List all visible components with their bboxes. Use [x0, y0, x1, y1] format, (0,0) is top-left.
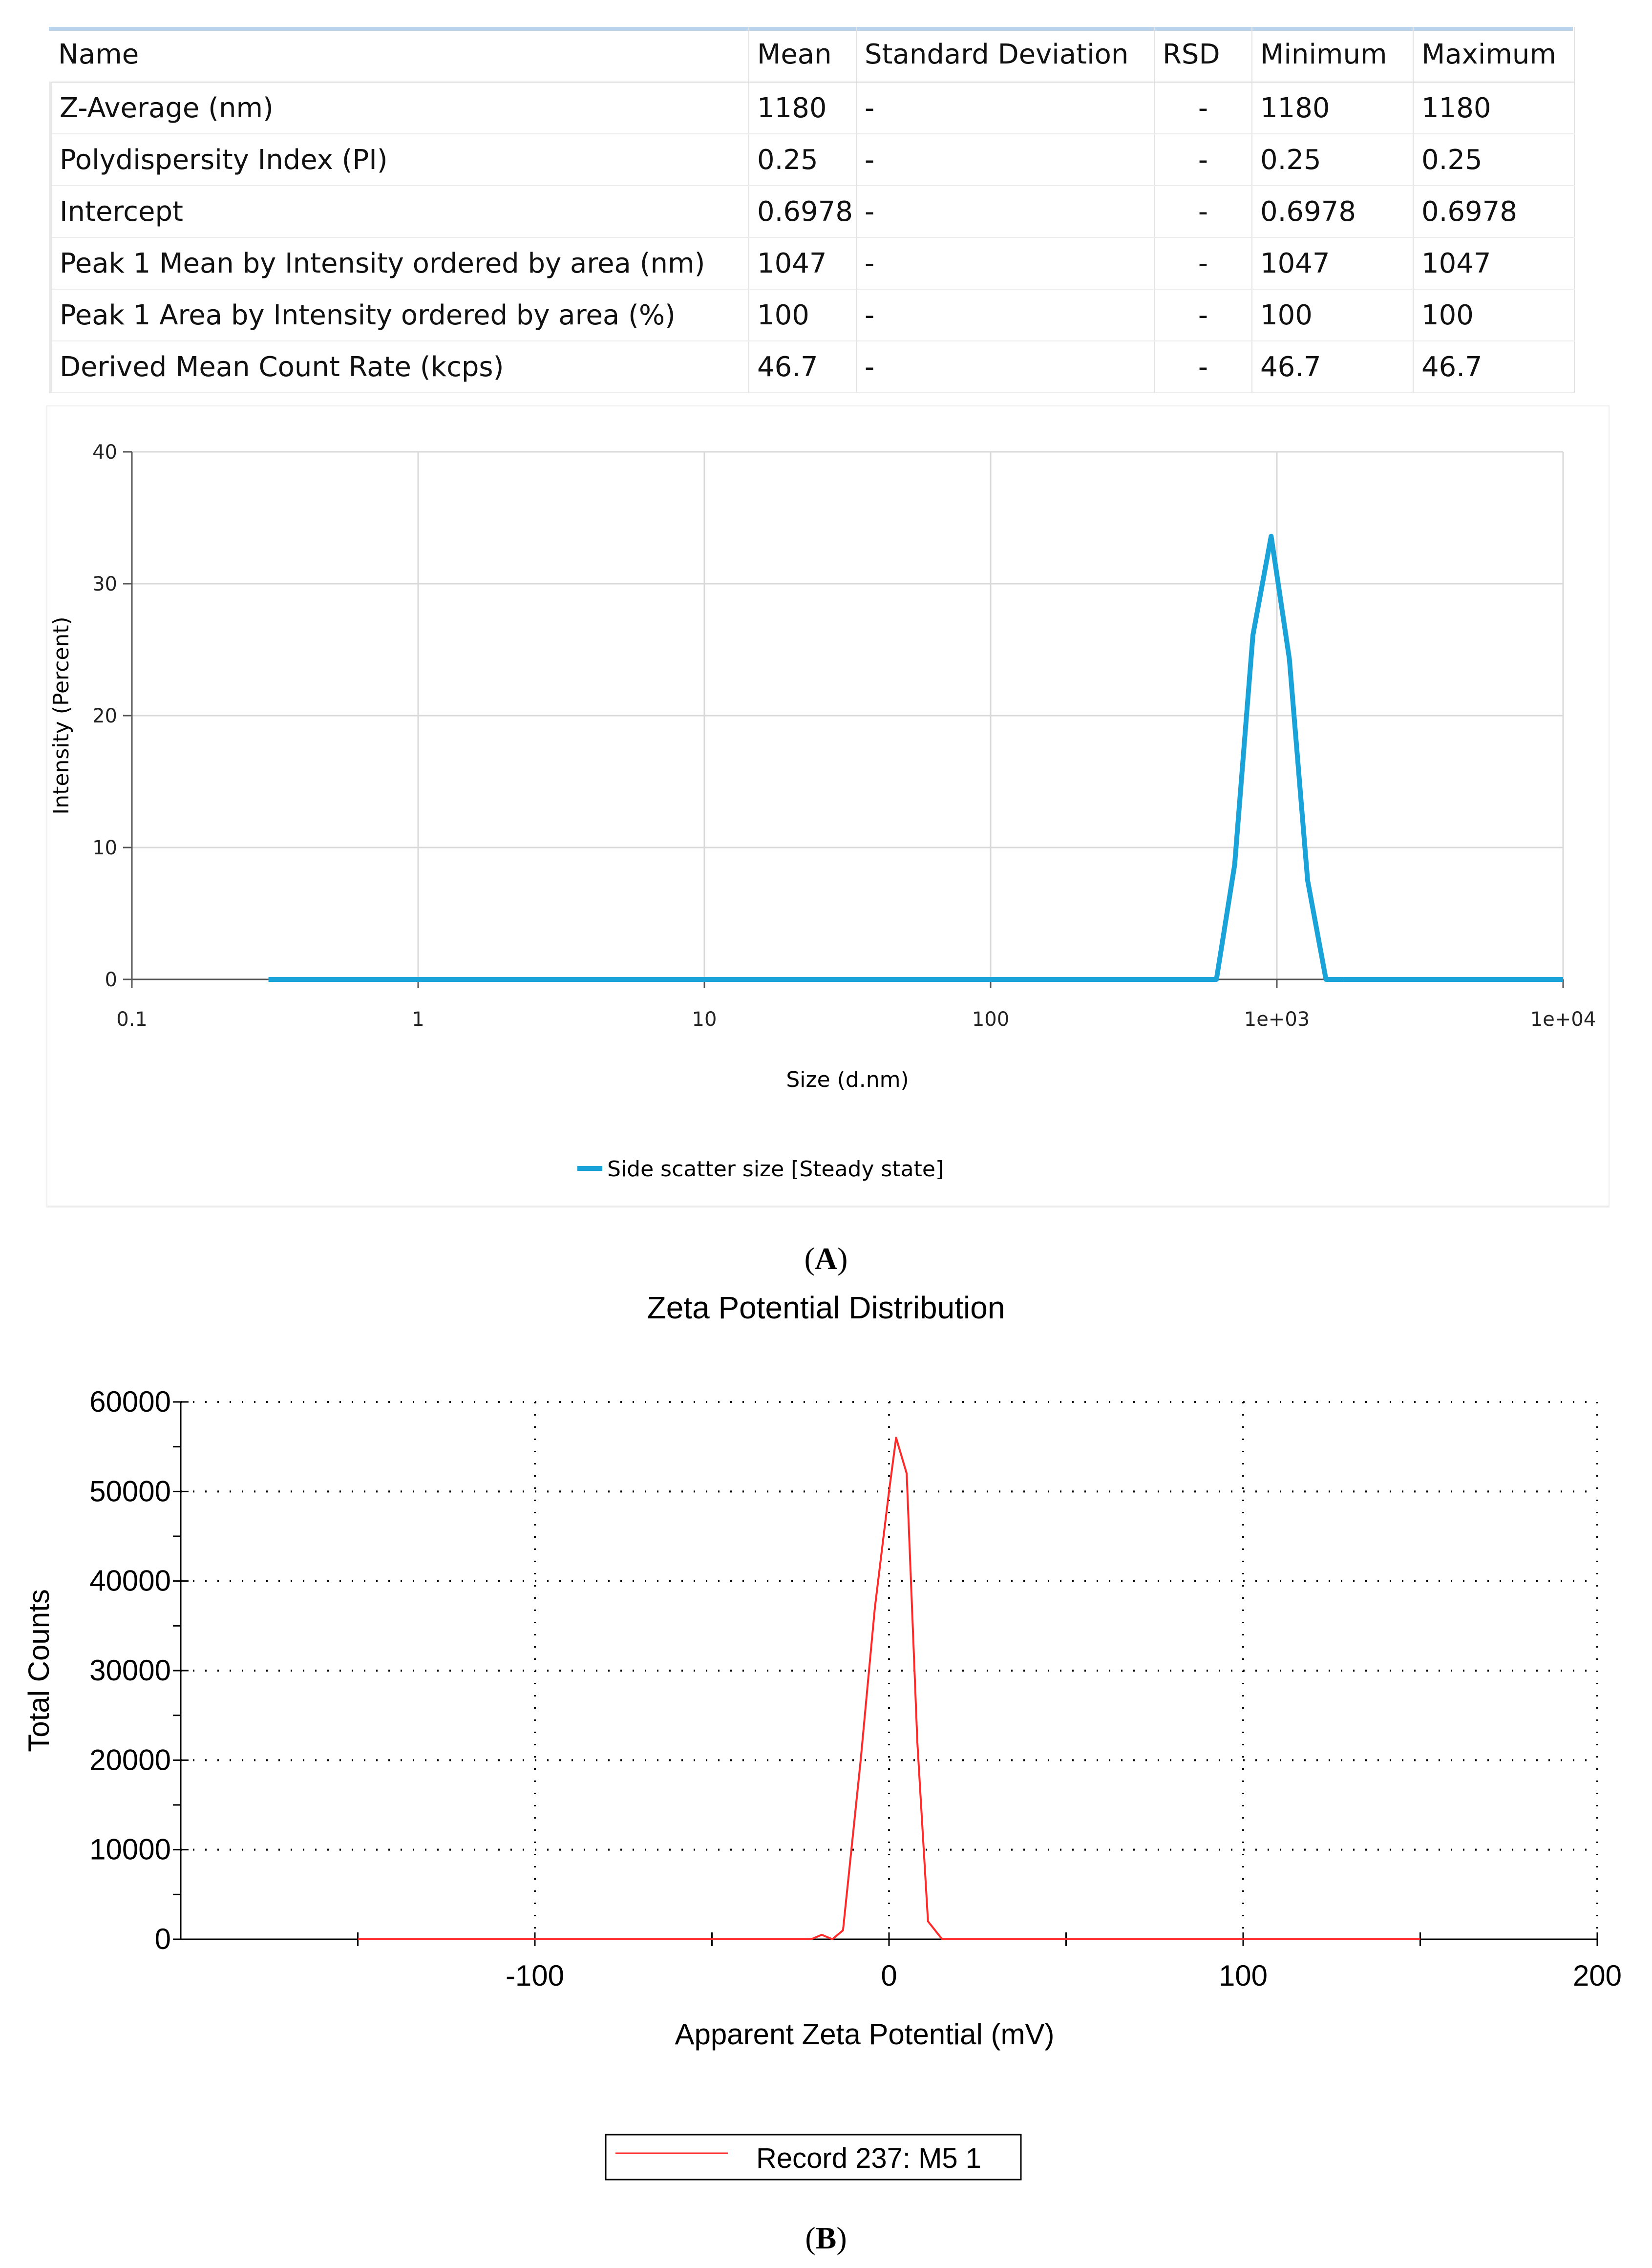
- table-row[interactable]: Polydispersity Index (PI) 0.25- -0.25 0.25: [49, 134, 1575, 186]
- chart-a-x-tick-label: 10: [692, 1008, 717, 1031]
- zeta-potential-chart: -100 0 100 200 0 10000 20000 30000 40000 50000 600…: [22, 1385, 1622, 2181]
- table-cell-name: Peak 1 Mean by Intensity ordered by area…: [49, 237, 749, 290]
- table-cell-maximum: 0.6978: [1413, 186, 1575, 238]
- chart-a-legend-label: Side scatter size [Steady state]: [607, 1157, 944, 1182]
- table-body: Z-Average (nm) 1180- -1180 1180 Polydispersi…: [49, 82, 1575, 393]
- column-header-maximum[interactable]: Maximum: [1413, 27, 1575, 83]
- chart-a-x-tick-label: 0.1: [116, 1008, 148, 1031]
- table-cell-standard-deviation: -: [856, 82, 1155, 134]
- column-header-name[interactable]: Name: [50, 27, 749, 83]
- table-row[interactable]: Peak 1 Mean by Intensity ordered by area…: [49, 237, 1575, 290]
- chart-b-y-axis-label: Total Counts: [22, 1589, 55, 1752]
- chart-b-x-tick-label: 0: [881, 1959, 897, 1992]
- table-cell-minimum: 1047: [1252, 237, 1414, 290]
- table-cell-standard-deviation: -: [856, 341, 1155, 393]
- table-cell-rsd: -: [1154, 237, 1252, 290]
- chart-b-title: Zeta Potential Distribution: [647, 1290, 1005, 1325]
- table-cell-rsd: -: [1154, 289, 1252, 341]
- chart-a-y-tick-label: 10: [92, 837, 117, 859]
- chart-a-y-tick-label: 0: [105, 969, 117, 991]
- chart-a-x-tick-label: 1e+04: [1530, 1008, 1596, 1031]
- chart-a-frame: [46, 405, 1610, 1208]
- chart-b-y-tick-label: 10000: [89, 1833, 171, 1866]
- chart-a-x-axis-label: Size (d.nm): [786, 1067, 909, 1092]
- chart-a-legend: Side scatter size [Steady state]: [577, 1157, 944, 1182]
- chart-b-axes: [173, 1401, 1598, 1946]
- table-cell-maximum: 1047: [1413, 237, 1575, 290]
- chart-a-x-tick-label: 1e+03: [1244, 1008, 1310, 1031]
- table-cell-rsd: -: [1154, 134, 1252, 186]
- table-cell-standard-deviation: -: [856, 134, 1155, 186]
- table-row[interactable]: Derived Mean Count Rate (kcps) 46.7- -46.7…: [49, 341, 1575, 393]
- table-cell-standard-deviation: -: [856, 289, 1155, 341]
- table-cell-mean: 100: [749, 289, 857, 341]
- table-cell-rsd: -: [1154, 82, 1252, 134]
- table-cell-mean: 1180: [749, 82, 857, 134]
- chart-a-x-tick-label: 1: [412, 1008, 424, 1031]
- chart-b-x-tick-label: 200: [1573, 1959, 1622, 1992]
- table-cell-rsd: -: [1154, 186, 1252, 238]
- table-cell-mean: 46.7: [749, 341, 857, 393]
- table-cell-mean: 1047: [749, 237, 857, 290]
- panel-label-b: (B): [805, 2221, 847, 2255]
- chart-b-legend: Record 237: M5 1: [605, 2134, 1022, 2181]
- table-cell-minimum: 46.7: [1252, 341, 1414, 393]
- table-cell-standard-deviation: -: [856, 186, 1155, 238]
- chart-b-legend-label: Record 237: M5 1: [756, 2142, 981, 2174]
- chart-b-x-tick-label: -100: [506, 1959, 564, 1992]
- chart-b-legend-box: [605, 2134, 1022, 2181]
- table-row[interactable]: Z-Average (nm) 1180- -1180 1180: [49, 82, 1575, 134]
- table-cell-maximum: 100: [1413, 289, 1575, 341]
- chart-a-grid: [132, 451, 1564, 979]
- chart-b-y-tick-label: 20000: [89, 1743, 171, 1776]
- size-distribution-chart: 0.1 1 10 100 1e+03 1e+04 0 10 20 30 40 Size (d.nm)…: [46, 405, 1610, 1208]
- table-cell-maximum: 46.7: [1413, 341, 1575, 393]
- table-cell-mean: 0.25: [749, 134, 857, 186]
- table-cell-name: Derived Mean Count Rate (kcps): [49, 341, 749, 393]
- chart-a-y-tick-label: 40: [92, 441, 117, 464]
- table-cell-minimum: 100: [1252, 289, 1414, 341]
- table-cell-name: Polydispersity Index (PI): [49, 134, 749, 186]
- column-header-minimum[interactable]: Minimum: [1252, 27, 1414, 83]
- chart-b-y-tick-label: 40000: [89, 1565, 171, 1597]
- table-cell-minimum: 1180: [1252, 82, 1414, 134]
- chart-b-x-tick-label: 100: [1219, 1959, 1268, 1992]
- chart-b-y-tick-label: 0: [155, 1923, 171, 1955]
- table-cell-maximum: 0.25: [1413, 134, 1575, 186]
- chart-b-y-tick-label: 30000: [89, 1654, 171, 1687]
- table-row[interactable]: Peak 1 Area by Intensity ordered by area…: [49, 289, 1575, 341]
- chart-b-tick-labels: -100 0 100 200 0 10000 20000 30000 40000 50000 600…: [89, 1385, 1622, 1992]
- chart-a-x-tick-label: 100: [972, 1008, 1009, 1031]
- table-cell-maximum: 1180: [1413, 82, 1575, 134]
- table-cell-name: Intercept: [49, 186, 749, 238]
- table-cell-standard-deviation: -: [856, 237, 1155, 290]
- chart-b-y-tick-label: 60000: [89, 1385, 171, 1418]
- chart-a-y-tick-label: 20: [92, 705, 117, 727]
- column-header-standard-deviation[interactable]: Standard Deviation: [856, 27, 1155, 83]
- chart-a-tick-labels: 0.1 1 10 100 1e+03 1e+04 0 10 20 30 40: [92, 441, 1596, 1031]
- chart-b-series: [358, 1437, 1420, 1940]
- chart-b-series-line-0: [358, 1437, 1420, 1940]
- column-header-mean[interactable]: Mean: [749, 27, 857, 83]
- table-cell-minimum: 0.25: [1252, 134, 1414, 186]
- chart-b-y-tick-label: 50000: [89, 1475, 171, 1507]
- table-cell-name: Peak 1 Area by Intensity ordered by area…: [49, 289, 749, 341]
- chart-b-grid: [181, 1401, 1598, 1939]
- chart-a-y-tick-label: 30: [92, 573, 117, 595]
- chart-a-series: [268, 533, 1563, 982]
- table-cell-rsd: -: [1154, 341, 1252, 393]
- table-header-row: Name Mean Standard Deviation RSD Minimum Maxi…: [50, 27, 1575, 83]
- table-row[interactable]: Intercept 0.6978- -0.6978 0.6978: [49, 186, 1575, 238]
- chart-b-x-axis-label: Apparent Zeta Potential (mV): [675, 2018, 1054, 2051]
- panel-label-a: (A): [804, 1241, 848, 1276]
- column-header-rsd[interactable]: RSD: [1154, 27, 1252, 83]
- chart-a-series-line-0: [268, 533, 1344, 982]
- chart-a-y-axis-label: Intensity (Percent): [49, 616, 74, 814]
- table-cell-minimum: 0.6978: [1252, 186, 1414, 238]
- results-table: Name Mean Standard Deviation RSD Minimum Maxi…: [49, 27, 1575, 393]
- table-cell-name: Z-Average (nm): [49, 82, 749, 134]
- table-cell-mean: 0.6978: [749, 186, 857, 238]
